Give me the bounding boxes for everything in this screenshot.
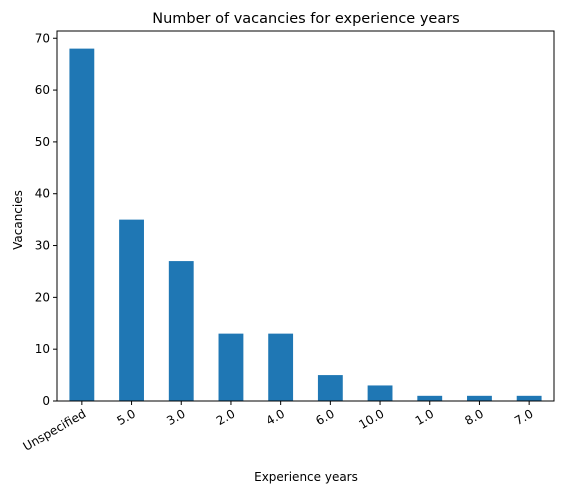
y-tick-label: 0: [42, 394, 50, 408]
bar-2: [168, 261, 194, 401]
bar-1: [119, 219, 144, 401]
y-ticks-group: 0 10 20 30 40 50 60 70: [35, 31, 57, 408]
x-tick-label: 2.0: [214, 406, 238, 428]
y-tick-label: 70: [35, 31, 50, 45]
bars-group: [69, 48, 542, 401]
bar-3: [218, 333, 244, 401]
bar-8: [467, 395, 492, 401]
y-tick-label: 30: [35, 239, 50, 253]
bar-4: [268, 333, 294, 401]
bar-9: [516, 395, 542, 401]
y-tick-label: 10: [35, 342, 50, 356]
x-tick-label: 5.0: [115, 406, 139, 428]
x-tick-label: Unspecified: [21, 406, 89, 453]
bar-7: [417, 395, 443, 401]
x-axis-label: Experience years: [254, 470, 358, 484]
x-tick-label: 1.0: [413, 406, 437, 428]
x-tick-label: 6.0: [313, 406, 337, 428]
plot-frame: [56, 30, 555, 402]
x-tick-label: 10.0: [356, 406, 386, 431]
bar-0: [69, 48, 95, 401]
x-tick-label: 3.0: [164, 406, 188, 428]
y-axis-label: Vacancies: [11, 190, 25, 250]
y-tick-label: 60: [35, 83, 50, 97]
bar-5: [317, 375, 343, 401]
y-tick-label: 20: [35, 290, 50, 304]
x-tick-label: 7.0: [512, 406, 536, 428]
x-tick-label: 4.0: [264, 406, 288, 428]
bar-6: [367, 385, 393, 401]
y-tick-label: 50: [35, 135, 50, 149]
chart-title: Number of vacancies for experience years: [152, 11, 459, 27]
x-ticks-group: Unspecified 5.0 3.0 2.0 4.0 6.0 10.0 1.0 8.0 7.0: [21, 401, 536, 454]
x-tick-label: 8.0: [462, 406, 486, 428]
y-tick-label: 40: [35, 187, 50, 201]
